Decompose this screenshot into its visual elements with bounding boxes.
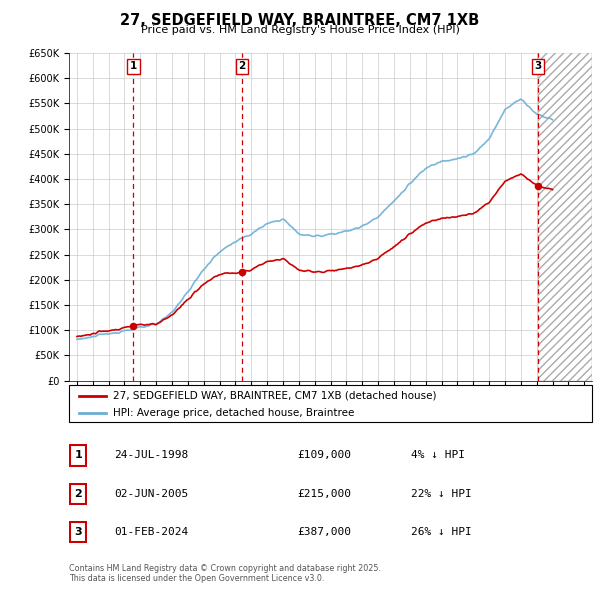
FancyBboxPatch shape [70, 445, 86, 466]
Text: 02-JUN-2005: 02-JUN-2005 [114, 489, 188, 499]
Text: £387,000: £387,000 [297, 527, 351, 537]
Text: 3: 3 [535, 61, 542, 71]
Point [533, 181, 543, 191]
Point [128, 321, 138, 330]
Text: 4% ↓ HPI: 4% ↓ HPI [411, 451, 465, 460]
Text: 24-JUL-1998: 24-JUL-1998 [114, 451, 188, 460]
Text: 26% ↓ HPI: 26% ↓ HPI [411, 527, 472, 537]
Text: £109,000: £109,000 [297, 451, 351, 460]
Text: 22% ↓ HPI: 22% ↓ HPI [411, 489, 472, 499]
Text: 2: 2 [239, 61, 246, 71]
Text: Price paid vs. HM Land Registry's House Price Index (HPI): Price paid vs. HM Land Registry's House … [140, 25, 460, 35]
FancyBboxPatch shape [70, 484, 86, 504]
FancyBboxPatch shape [69, 385, 592, 422]
Bar [538, 53, 592, 381]
Text: 1: 1 [74, 451, 82, 460]
Text: 2: 2 [74, 489, 82, 499]
FancyBboxPatch shape [70, 522, 86, 542]
Text: Contains HM Land Registry data © Crown copyright and database right 2025.
This d: Contains HM Land Registry data © Crown c… [69, 563, 381, 583]
Text: 01-FEB-2024: 01-FEB-2024 [114, 527, 188, 537]
Text: £215,000: £215,000 [297, 489, 351, 499]
Text: 27, SEDGEFIELD WAY, BRAINTREE, CM7 1XB (detached house): 27, SEDGEFIELD WAY, BRAINTREE, CM7 1XB (… [113, 391, 437, 401]
Text: 27, SEDGEFIELD WAY, BRAINTREE, CM7 1XB: 27, SEDGEFIELD WAY, BRAINTREE, CM7 1XB [121, 13, 479, 28]
Text: HPI: Average price, detached house, Braintree: HPI: Average price, detached house, Brai… [113, 408, 355, 418]
Point [238, 267, 247, 277]
Text: 3: 3 [74, 527, 82, 537]
Text: 1: 1 [130, 61, 137, 71]
